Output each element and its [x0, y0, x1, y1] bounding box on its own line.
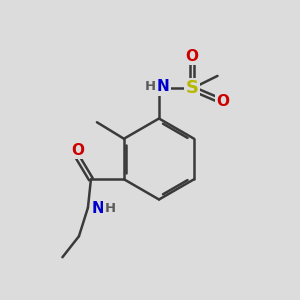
- Text: N: N: [157, 80, 170, 94]
- Text: O: O: [217, 94, 230, 110]
- Text: S: S: [185, 80, 199, 98]
- Text: H: H: [145, 80, 156, 94]
- Text: H: H: [104, 202, 116, 215]
- Text: N: N: [92, 201, 105, 216]
- Text: O: O: [185, 49, 199, 64]
- Text: O: O: [71, 143, 84, 158]
